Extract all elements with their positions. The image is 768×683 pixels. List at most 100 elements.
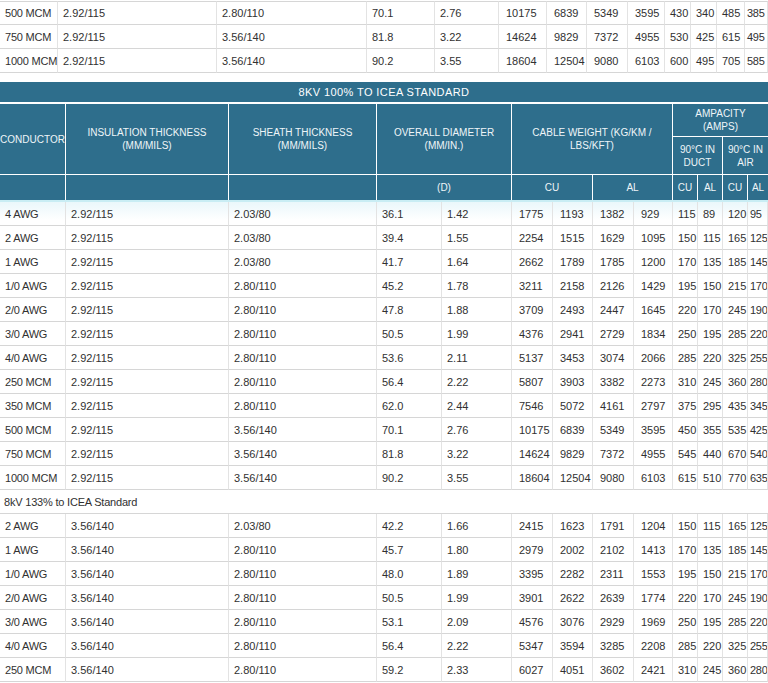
cell-wt-cu-lb: 2158	[553, 274, 593, 298]
cell-insulation: 3.56/140	[66, 538, 229, 562]
table-row: 250 MCM2.92/1152.80/11056.42.22580739033…	[0, 370, 768, 394]
cell-wt-al-kg: 1629	[593, 226, 634, 250]
cell-wt-cu-kg: 3211	[512, 274, 553, 298]
cell-amp-air-cu: 285	[723, 322, 748, 346]
cell-dia-in: 1.80	[442, 538, 512, 562]
cell-dia-in: 1.99	[442, 586, 512, 610]
cell-wt-cu-kg: 2254	[512, 226, 553, 250]
cell-conductor: 4/0 AWG	[0, 346, 66, 370]
cell-amp-air-al: 145	[748, 538, 768, 562]
cell-wt-al-kg: 2447	[593, 298, 634, 322]
cell-insulation: 2.92/115	[66, 394, 229, 418]
cell-sheath: 3.56/140	[229, 442, 377, 466]
table-row: 500 MCM2.92/1152.80/11070.12.76101756839…	[0, 1, 768, 25]
cell-amp-air-al: 385	[745, 1, 768, 25]
cell-wt-al-kg: 1785	[593, 250, 634, 274]
cell-amp-air-cu: 360	[723, 658, 748, 682]
cell-wt-al-kg: 9080	[587, 49, 628, 73]
cell-wt-al-lb: 4955	[634, 442, 673, 466]
header-conductor: CONDUCTOR	[0, 104, 66, 174]
subheader-insulation-empty	[66, 175, 229, 200]
cell-amp-duct-cu: 310	[673, 658, 698, 682]
cell-amp-duct-cu: 170	[673, 250, 698, 274]
cell-wt-cu-kg: 5807	[512, 370, 553, 394]
cell-amp-air-al: 220	[748, 610, 768, 634]
cell-amp-duct-cu: 115	[673, 202, 698, 226]
cell-amp-air-al: 255	[748, 634, 768, 658]
cell-dia-in: 2.76	[442, 418, 512, 442]
cell-wt-al-lb: 2208	[634, 634, 673, 658]
cell-dia-in: 2.44	[442, 394, 512, 418]
cell-amp-duct-cu: 195	[673, 274, 698, 298]
cell-wt-cu-kg: 18604	[512, 466, 553, 490]
cell-insulation: 2.92/115	[66, 226, 229, 250]
cell-amp-duct-cu: 285	[673, 346, 698, 370]
cell-sheath: 3.56/140	[229, 466, 377, 490]
cell-amp-duct-al: 89	[698, 202, 723, 226]
cell-conductor: 250 MCM	[0, 658, 66, 682]
cell-amp-air-al: 145	[748, 250, 768, 274]
cell-wt-al-kg: 9080	[593, 466, 634, 490]
cell-wt-cu-lb: 9829	[547, 25, 587, 49]
cell-wt-al-kg: 3602	[593, 658, 634, 682]
cell-wt-al-lb: 2273	[634, 370, 673, 394]
cell-conductor: 1 AWG	[0, 250, 66, 274]
cell-conductor: 500 MCM	[0, 418, 66, 442]
cell-amp-air-cu: 120	[723, 202, 748, 226]
cell-dia-in: 3.55	[435, 49, 499, 73]
cell-dia-in: 1.64	[442, 250, 512, 274]
cell-insulation: 3.56/140	[66, 514, 229, 538]
cell-dia-mm: 50.5	[377, 586, 442, 610]
cell-amp-air-al: 95	[748, 202, 768, 226]
cell-amp-duct-al: 135	[698, 250, 723, 274]
cell-dia-mm: 45.2	[377, 274, 442, 298]
cell-conductor: 250 MCM	[0, 370, 66, 394]
cell-wt-al-kg: 2729	[593, 322, 634, 346]
cell-conductor: 4/0 AWG	[0, 634, 66, 658]
cell-insulation: 2.92/115	[66, 298, 229, 322]
cell-dia-in: 1.78	[442, 274, 512, 298]
cell-dia-mm: 70.1	[367, 1, 435, 25]
cell-amp-duct-al: 170	[698, 586, 723, 610]
cell-amp-air-al: 190	[748, 298, 768, 322]
cell-wt-al-kg: 2102	[593, 538, 634, 562]
cell-insulation: 2.92/115	[66, 274, 229, 298]
cell-wt-cu-kg: 14624	[512, 442, 553, 466]
cell-amp-duct-al: 245	[698, 370, 723, 394]
cell-wt-cu-lb: 1515	[553, 226, 593, 250]
cell-wt-cu-lb: 3594	[553, 634, 593, 658]
cell-wt-al-lb: 1095	[634, 226, 673, 250]
cell-insulation: 2.92/115	[66, 442, 229, 466]
table-row: 1 AWG2.92/1152.03/8041.71.64266217891785…	[0, 250, 768, 274]
cell-insulation: 2.92/115	[58, 25, 217, 49]
cell-amp-air-cu: 360	[723, 370, 748, 394]
section-title-133: 8kV 133% to ICEA Standard	[0, 490, 768, 514]
cell-wt-al-kg: 2639	[593, 586, 634, 610]
cell-amp-duct-cu: 170	[673, 538, 698, 562]
cell-dia-mm: 39.4	[377, 226, 442, 250]
cell-amp-air-cu: 325	[723, 634, 748, 658]
cell-amp-air-al: 495	[745, 25, 768, 49]
cell-amp-duct-cu: 450	[673, 418, 698, 442]
cell-wt-al-lb: 3595	[634, 418, 673, 442]
cell-wt-al-kg: 1382	[593, 202, 634, 226]
table-row: 1 AWG3.56/1402.80/11045.71.8029792002210…	[0, 538, 768, 562]
cell-conductor: 750 MCM	[0, 25, 58, 49]
cell-wt-al-lb: 1204	[634, 514, 673, 538]
cell-amp-air-cu: 165	[723, 226, 748, 250]
cell-wt-al-kg: 3074	[593, 346, 634, 370]
cell-sheath: 2.80/110	[229, 586, 377, 610]
cell-sheath: 2.03/80	[229, 202, 377, 226]
cell-conductor: 2/0 AWG	[0, 586, 66, 610]
cell-wt-cu-lb: 3453	[553, 346, 593, 370]
cell-amp-air-al: 170	[748, 562, 768, 586]
cell-wt-cu-kg: 4576	[512, 610, 553, 634]
cell-amp-air-cu: 245	[723, 586, 748, 610]
cell-amp-duct-cu: 220	[673, 586, 698, 610]
cell-dia-in: 2.33	[442, 658, 512, 682]
cell-amp-air-cu: 615	[717, 25, 745, 49]
cell-dia-in: 1.55	[442, 226, 512, 250]
table-row: 3/0 AWG3.56/1402.80/11053.12.09457630762…	[0, 610, 768, 634]
cell-amp-air-al: 345	[748, 394, 768, 418]
cell-wt-cu-lb: 2493	[553, 298, 593, 322]
